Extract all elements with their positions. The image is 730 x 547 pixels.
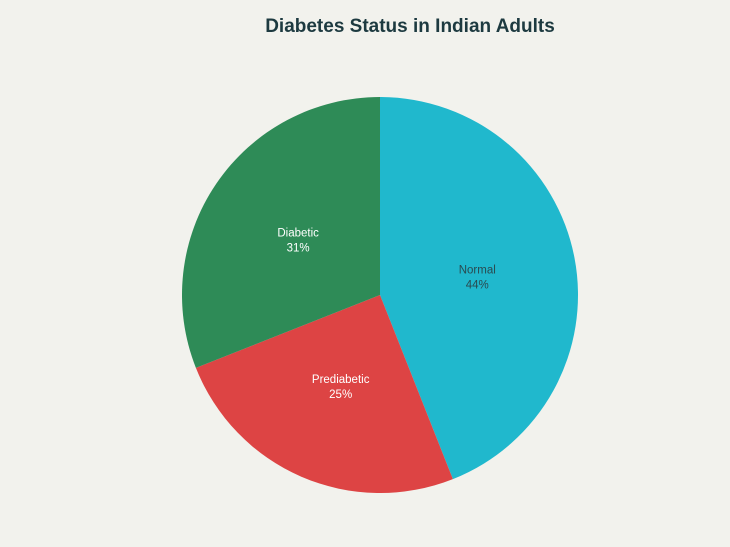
slice-label: Prediabetic <box>312 374 370 386</box>
slice-value-label: 44% <box>466 279 489 291</box>
slice-value-label: 25% <box>329 389 352 401</box>
pie-slice-diabetic <box>181 97 380 368</box>
pie-slice-prediabetic <box>195 295 453 493</box>
slice-label: Normal <box>459 264 496 276</box>
pie-slice-normal <box>380 97 579 480</box>
slice-value-label: 31% <box>287 242 310 254</box>
chart-title: Diabetes Status in Indian Adults <box>265 16 555 37</box>
slice-label: Diabetic <box>277 227 319 239</box>
